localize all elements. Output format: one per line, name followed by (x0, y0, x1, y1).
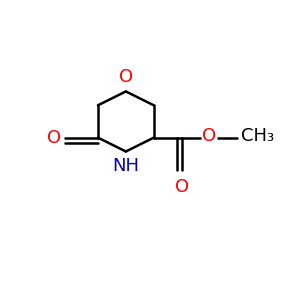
Text: CH₃: CH₃ (241, 128, 274, 146)
Text: O: O (202, 128, 217, 146)
Text: NH: NH (112, 157, 139, 175)
Text: O: O (175, 178, 189, 196)
Text: O: O (119, 68, 133, 86)
Text: O: O (46, 129, 61, 147)
